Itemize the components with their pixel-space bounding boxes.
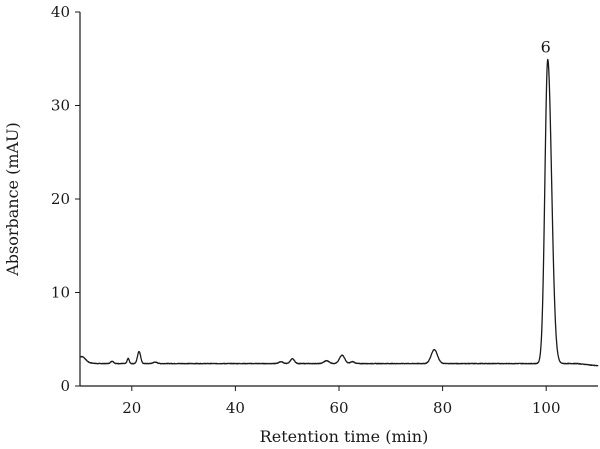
x-tick-label: 40 <box>226 399 245 417</box>
x-tick-label: 60 <box>329 399 348 417</box>
peak-label: 6 <box>541 38 551 57</box>
x-tick-label: 20 <box>122 399 141 417</box>
axes: 0 10 20 30 40 20 40 60 80 100 <box>51 3 598 417</box>
series-group <box>79 58 599 367</box>
chromatogram-line <box>79 58 599 367</box>
y-tick-label: 20 <box>51 190 70 208</box>
x-tick-label: 80 <box>433 399 452 417</box>
y-tick-label: 10 <box>51 284 70 302</box>
y-tick-label: 40 <box>51 3 70 21</box>
y-axis-label: Absorbance (mAU) <box>3 122 22 277</box>
y-tick-label: 0 <box>60 377 70 395</box>
y-tick-label: 30 <box>51 97 70 115</box>
annotations-group: 6 <box>541 38 551 57</box>
x-tick-label: 100 <box>532 399 561 417</box>
x-axis-label: Retention time (min) <box>260 427 429 446</box>
